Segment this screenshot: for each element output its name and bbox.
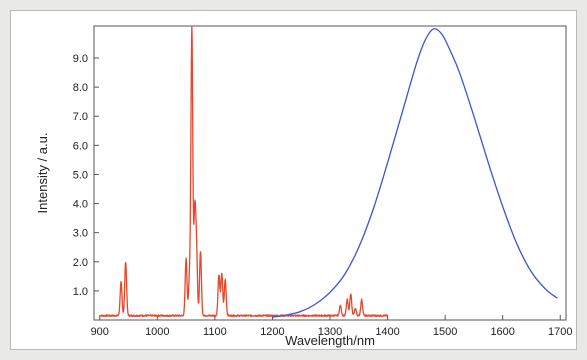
y-tick-label: 5.0	[73, 169, 88, 181]
x-tick-label: 1500	[433, 326, 457, 338]
x-tick-label: 1400	[375, 326, 399, 338]
y-tick-label: 1.0	[73, 286, 88, 298]
y-tick-label: 9.0	[73, 53, 88, 65]
y-tick-label: 2.0	[73, 257, 88, 269]
y-tick-label: 6.0	[73, 140, 88, 152]
y-tick-label: 8.0	[73, 82, 88, 94]
series-group	[99, 25, 558, 318]
x-tick-label: 1600	[490, 326, 514, 338]
y-tick-label: 7.0	[73, 111, 88, 123]
series-line-2	[272, 28, 558, 318]
series-line-1	[99, 25, 389, 318]
x-tick-label: 900	[91, 326, 109, 338]
x-tick-label: 1000	[145, 326, 169, 338]
x-tick-label: 1700	[548, 326, 572, 338]
y-tick-label: 3.0	[73, 228, 88, 240]
y-axis-label: Intensity / a.u.	[35, 133, 50, 214]
x-tick-label: 1300	[318, 326, 342, 338]
y-tick-label: 4.0	[73, 199, 88, 211]
x-tick-label: 1100	[203, 326, 227, 338]
x-axis-label: Wavelength/nm	[285, 333, 375, 348]
x-tick-label: 1200	[260, 326, 284, 338]
spectrum-chart: 900 1000 1100 1200 1300 1400 1500 1600 1700 1.0 2…	[35, 25, 572, 348]
plot-area-frame	[93, 25, 567, 321]
x-axis: 900 1000 1100 1200 1300 1400 1500 1600 1700	[91, 315, 572, 338]
chart-panel: 900 1000 1100 1200 1300 1400 1500 1600 1700 1.0 2…	[10, 10, 577, 350]
y-axis: 1.0 2.0 3.0 4.0 5.0 6.0 7.0 8.0 9.0	[73, 53, 99, 298]
